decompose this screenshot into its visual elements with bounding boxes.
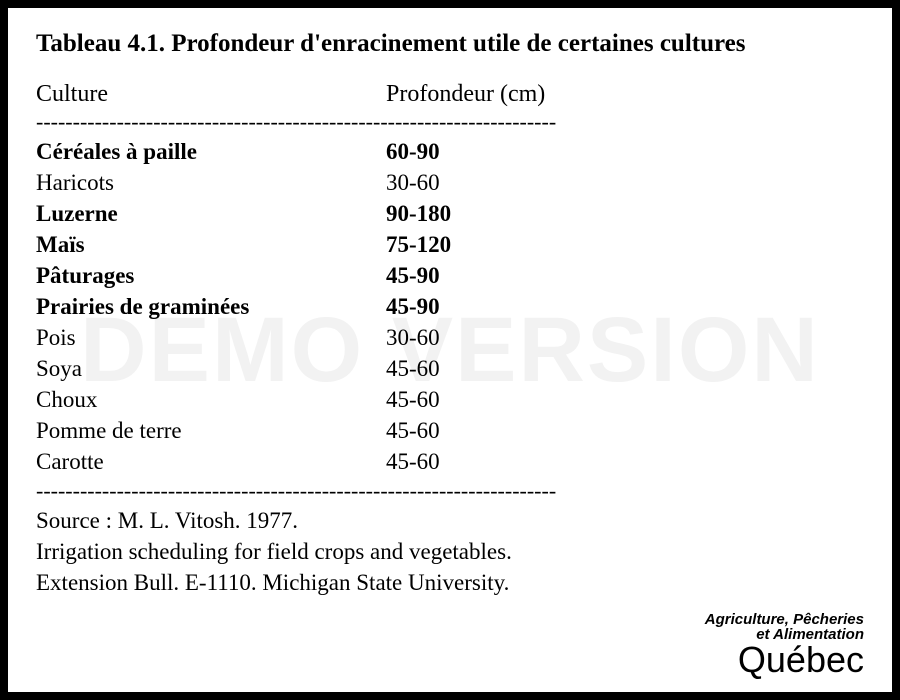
cell-depth: 60-90 [386, 136, 864, 167]
logo-line-1: Agriculture, Pêcheries [705, 612, 864, 627]
table-row: Céréales à paille60-90 [36, 136, 864, 167]
table-row: Maïs75-120 [36, 229, 864, 260]
cell-depth: 30-60 [386, 322, 864, 353]
table-row: Choux45-60 [36, 384, 864, 415]
source-block: Source : M. L. Vitosh. 1977. Irrigation … [36, 505, 864, 598]
cell-depth: 45-60 [386, 384, 864, 415]
table-body: Céréales à paille60-90Haricots30-60Luzer… [36, 136, 864, 478]
cell-culture: Pois [36, 322, 386, 353]
cell-culture: Prairies de graminées [36, 291, 386, 322]
table-row: Pois30-60 [36, 322, 864, 353]
table-row: Carotte45-60 [36, 446, 864, 477]
cell-culture: Carotte [36, 446, 386, 477]
source-line-3: Extension Bull. E-1110. Michigan State U… [36, 567, 864, 598]
divider-top: ----------------------------------------… [36, 110, 864, 134]
cell-depth: 45-90 [386, 260, 864, 291]
cell-depth: 45-60 [386, 415, 864, 446]
table-row: Prairies de graminées45-90 [36, 291, 864, 322]
source-line-2: Irrigation scheduling for field crops an… [36, 536, 864, 567]
cell-depth: 45-60 [386, 353, 864, 384]
quebec-logo: Agriculture, Pêcheries et Alimentation Q… [705, 612, 864, 678]
divider-bottom: ----------------------------------------… [36, 479, 864, 503]
cell-culture: Choux [36, 384, 386, 415]
table-row: Luzerne90-180 [36, 198, 864, 229]
cell-culture: Luzerne [36, 198, 386, 229]
cell-culture: Pâturages [36, 260, 386, 291]
table-header-row: Culture Profondeur (cm) [36, 81, 864, 108]
cell-depth: 75-120 [386, 229, 864, 260]
cell-culture: Maïs [36, 229, 386, 260]
cell-culture: Pomme de terre [36, 415, 386, 446]
cell-depth: 45-60 [386, 446, 864, 477]
source-line-1: Source : M. L. Vitosh. 1977. [36, 505, 864, 536]
header-depth: Profondeur (cm) [386, 81, 864, 108]
header-culture: Culture [36, 81, 386, 108]
table-row: Haricots30-60 [36, 167, 864, 198]
cell-culture: Haricots [36, 167, 386, 198]
table-row: Soya45-60 [36, 353, 864, 384]
table-row: Pomme de terre45-60 [36, 415, 864, 446]
table-row: Pâturages45-90 [36, 260, 864, 291]
logo-big-text: Québec [705, 642, 864, 678]
document-frame: DEMO VERSION Tableau 4.1. Profondeur d'e… [0, 0, 900, 700]
cell-culture: Soya [36, 353, 386, 384]
cell-depth: 30-60 [386, 167, 864, 198]
table-title: Tableau 4.1. Profondeur d'enracinement u… [36, 28, 864, 61]
content-layer: Tableau 4.1. Profondeur d'enracinement u… [36, 28, 864, 599]
cell-depth: 45-90 [386, 291, 864, 322]
cell-culture: Céréales à paille [36, 136, 386, 167]
cell-depth: 90-180 [386, 198, 864, 229]
